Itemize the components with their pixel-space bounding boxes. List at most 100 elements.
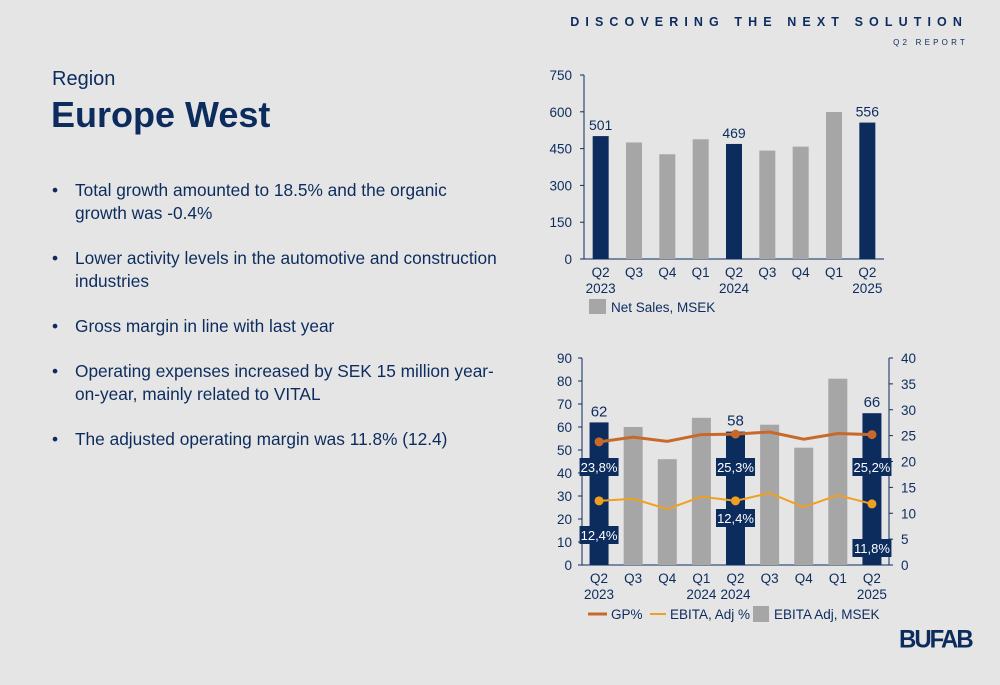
bar (726, 143, 742, 259)
legend-label-ebita-pct: EBITA, Adj % (670, 607, 750, 622)
report-label: Q2 REPORT (893, 38, 968, 47)
y2-tick-label: 40 (901, 351, 916, 366)
y2-tick-label: 30 (901, 403, 916, 418)
legend-label-ebita-msek: EBITA Adj, MSEK (774, 607, 880, 622)
x-tick-label: Q4 (658, 571, 677, 586)
x-tick-label-year: 2025 (852, 281, 882, 296)
bullet-text-line: growth was -0.4% (75, 203, 213, 223)
x-tick-label: Q1 (825, 265, 843, 280)
bullet-icon: • (52, 361, 59, 381)
y-tick-label: 150 (549, 215, 572, 230)
gp-data-label-box (852, 458, 892, 476)
bar (828, 378, 848, 565)
bar (792, 146, 809, 259)
bullet-text-line: The adjusted operating margin was 11.8% … (75, 429, 448, 449)
gp-data-label: 25,2% (854, 460, 891, 475)
x-tick-label: Q1 (829, 571, 847, 586)
region-label: Region (52, 68, 116, 90)
gp-data-label-box (716, 458, 755, 476)
y-tick-label: 20 (557, 512, 572, 527)
y2-tick-label: 15 (901, 480, 916, 495)
bullet-text-line: Total growth amounted to 18.5% and the o… (75, 180, 447, 200)
ebita-data-label: 11,8% (854, 541, 890, 556)
data-label: 556 (856, 104, 880, 120)
y2-tick-label: 5 (901, 532, 909, 547)
bar (657, 459, 677, 565)
bar (659, 154, 676, 259)
ebita-data-label-box (852, 539, 892, 557)
bullet-item: • Gross margin in line with last year (52, 315, 502, 338)
x-tick-label-year: 2024 (720, 587, 751, 602)
bar (760, 424, 780, 565)
ebita-marker (731, 496, 740, 506)
bullet-text-line: on-year, mainly related to VITAL (75, 384, 321, 404)
bullet-text-line: Operating expenses increased by SEK 15 m… (75, 361, 494, 381)
bullet-icon: • (52, 180, 59, 200)
data-label: 501 (589, 117, 613, 133)
bullet-icon: • (52, 429, 59, 449)
x-tick-label-year: 2025 (857, 587, 887, 602)
bullet-icon: • (52, 316, 59, 336)
y-tick-label: 750 (549, 68, 572, 83)
y-tick-label: 40 (557, 466, 572, 481)
data-label: 469 (722, 125, 746, 141)
y-tick-label: 50 (557, 443, 572, 458)
y-tick-label: 70 (557, 397, 572, 412)
bullet-item: • The adjusted operating margin was 11.8%… (52, 428, 502, 451)
y-tick-label: 450 (549, 142, 572, 157)
x-tick-label: Q2 (725, 265, 743, 280)
y-tick-label: 30 (557, 489, 572, 504)
x-tick-label: Q1 (692, 265, 710, 280)
gp-data-label-box (579, 458, 619, 476)
bar-data-label: 58 (727, 413, 744, 430)
x-tick-label-year: 2023 (586, 281, 616, 296)
x-tick-label: Q2 (590, 571, 608, 586)
bullet-item: • Lower activity levels in the automotive… (52, 247, 502, 293)
bar (626, 142, 642, 259)
ebita-marker (867, 499, 877, 509)
bar (691, 417, 711, 565)
x-tick-label: Q4 (658, 265, 677, 280)
x-tick-label: Q2 (863, 571, 881, 586)
bullet-text-line: Gross margin in line with last year (75, 316, 335, 336)
ebita-data-label: 12,4% (581, 528, 618, 543)
bullet-text-line: industries (75, 271, 149, 291)
y2-tick-label: 25 (901, 429, 916, 444)
ebita-chart: 0102030405060708090051015202530354062Q22… (557, 351, 916, 622)
y2-tick-label: 20 (901, 455, 916, 470)
bar-data-label: 62 (591, 403, 608, 420)
y-tick-label: 0 (564, 558, 572, 573)
legend-swatch-net-sales (589, 299, 606, 314)
bar (859, 122, 876, 259)
legend-label-net-sales: Net Sales, MSEK (611, 300, 715, 315)
header-tagline: DISCOVERING THE NEXT SOLUTION (570, 15, 968, 29)
y-tick-label: 80 (557, 374, 572, 389)
x-tick-label: Q3 (625, 265, 643, 280)
x-tick-label: Q4 (795, 571, 814, 586)
page-title: Europe West (51, 94, 271, 135)
y-tick-label: 10 (557, 535, 572, 550)
x-tick-label: Q4 (792, 265, 811, 280)
y-tick-label: 600 (549, 105, 572, 120)
y2-tick-label: 0 (901, 558, 909, 573)
x-tick-label: Q2 (592, 265, 610, 280)
bullet-list: • Total growth amounted to 18.5% and the … (52, 179, 502, 473)
y-tick-label: 60 (557, 420, 572, 435)
x-tick-label-year: 2024 (719, 281, 750, 296)
y-tick-label: 0 (564, 252, 572, 267)
gp-marker (594, 437, 604, 447)
ebita-data-label-box (716, 509, 755, 527)
bar (592, 136, 609, 259)
bufab-logo: BUFAB (899, 625, 974, 654)
bar (759, 150, 776, 259)
y2-tick-label: 35 (901, 377, 916, 392)
x-tick-label: Q3 (761, 571, 779, 586)
ebita-data-label-box (579, 526, 619, 544)
bar (623, 427, 643, 565)
bullet-item: • Operating expenses increased by SEK 15 … (52, 360, 502, 406)
legend-swatch-ebita-msek (753, 606, 769, 622)
x-tick-label-year: 2023 (584, 587, 614, 602)
ebita-data-label: 12,4% (717, 511, 754, 526)
ebita-marker (594, 496, 604, 506)
